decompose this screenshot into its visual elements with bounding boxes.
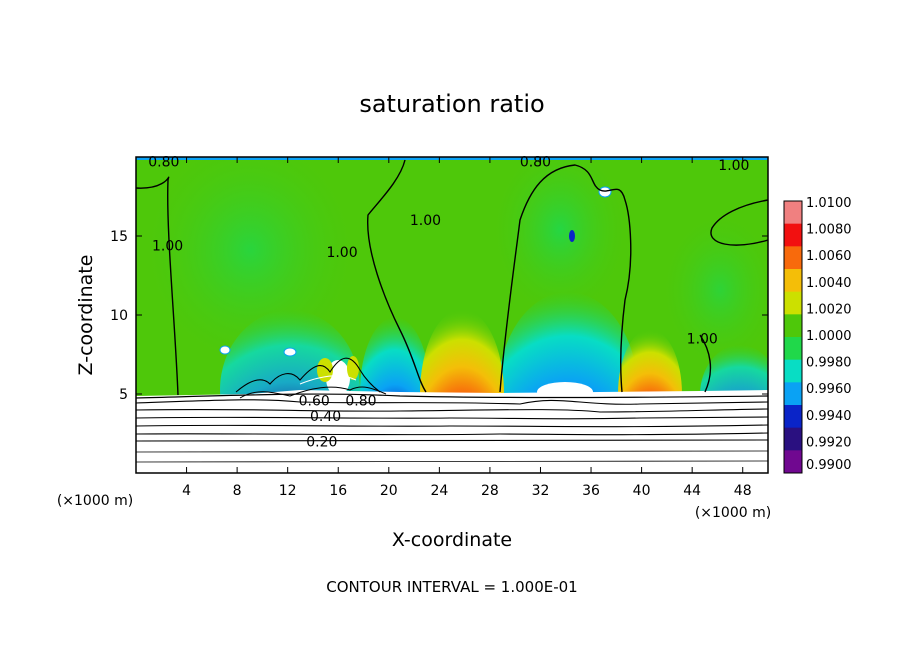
colorbar-swatch bbox=[784, 201, 802, 225]
x-tick-label: 36 bbox=[582, 483, 600, 499]
x-unit-left: (×1000 m) bbox=[57, 493, 133, 509]
contour-label: 0.20 bbox=[306, 434, 337, 450]
y-tick-label: 5 bbox=[119, 387, 128, 403]
colorbar-swatch bbox=[784, 337, 802, 361]
contour-label: 1.00 bbox=[410, 213, 441, 229]
contour-labels: 0.80 0.80 1.001.00 1.001.001.000.60 0.800.40… bbox=[148, 155, 749, 451]
x-tick-label: 32 bbox=[532, 483, 550, 499]
y-tick-label: 15 bbox=[110, 229, 128, 245]
colorbar-swatch bbox=[784, 450, 802, 474]
colorbar-level-label: 1.0020 bbox=[806, 302, 852, 317]
contour-label: 0.80 bbox=[520, 155, 551, 171]
x-tick-label: 40 bbox=[633, 483, 651, 499]
y-axis-ticks: 5 10 15 bbox=[110, 229, 768, 403]
colorbar-swatch bbox=[784, 269, 802, 293]
contour-label: 1.00 bbox=[718, 158, 749, 174]
x-tick-label: 16 bbox=[329, 483, 347, 499]
colorbar: 1.0100 1.0080 1.0060 1.0040 1.0020 1.0000 0.99… bbox=[783, 196, 852, 474]
contour-interval-note: CONTOUR INTERVAL = 1.000E-01 bbox=[326, 578, 577, 596]
y-tick-label: 10 bbox=[110, 308, 128, 324]
plot-field bbox=[136, 157, 768, 473]
x-tick-label: 8 bbox=[233, 483, 242, 499]
x-axis-ticks: 4 8 12 16 20 24 28 32 36 40 44 48 bbox=[182, 157, 752, 499]
colorbar-frame bbox=[783, 200, 803, 474]
x-axis-label: X-coordinate bbox=[392, 529, 512, 551]
y-axis-label: Z-coordinate bbox=[75, 255, 97, 376]
colorbar-level-label: 1.0000 bbox=[806, 329, 852, 344]
colorbar-swatch bbox=[784, 382, 802, 406]
chart-title: saturation ratio bbox=[359, 90, 544, 118]
contour-label: 1.00 bbox=[687, 332, 718, 348]
colorbar-level-label: 0.9980 bbox=[806, 356, 852, 371]
colorbar-swatch bbox=[784, 314, 802, 338]
colorbar-swatch bbox=[784, 405, 802, 429]
colorbar-swatch bbox=[784, 291, 802, 315]
contour-label: 0.80 bbox=[148, 155, 179, 171]
colorbar-level-label: 0.9900 bbox=[806, 458, 852, 473]
x-unit-right: (×1000 m) bbox=[695, 505, 771, 521]
x-tick-label: 28 bbox=[481, 483, 499, 499]
colorbar-level-label: 0.9920 bbox=[806, 435, 852, 450]
colorbar-swatch bbox=[784, 246, 802, 270]
x-tick-label: 48 bbox=[734, 483, 752, 499]
contour-label: 1.00 bbox=[152, 238, 183, 254]
contour-label: 1.00 bbox=[326, 245, 357, 261]
colorbar-level-label: 0.9940 bbox=[806, 409, 852, 424]
colorbar-swatch bbox=[784, 427, 802, 451]
colorbar-level-label: 1.0060 bbox=[806, 249, 852, 264]
colorbar-level-label: 0.9960 bbox=[806, 382, 852, 397]
x-tick-label: 20 bbox=[380, 483, 398, 499]
x-tick-label: 24 bbox=[430, 483, 448, 499]
x-tick-label: 44 bbox=[683, 483, 701, 499]
colorbar-level-label: 1.0040 bbox=[806, 276, 852, 291]
contour-label: 0.40 bbox=[310, 409, 341, 425]
x-tick-label: 4 bbox=[182, 483, 191, 499]
colorbar-level-label: 1.0080 bbox=[806, 223, 852, 238]
colorbar-level-label: 1.0100 bbox=[806, 196, 852, 211]
contour-label: 0.80 bbox=[345, 393, 376, 409]
x-tick-label: 12 bbox=[279, 483, 297, 499]
colorbar-swatch bbox=[784, 223, 802, 247]
colorbar-swatch bbox=[784, 359, 802, 383]
contour-label: 0.60 bbox=[299, 393, 330, 409]
